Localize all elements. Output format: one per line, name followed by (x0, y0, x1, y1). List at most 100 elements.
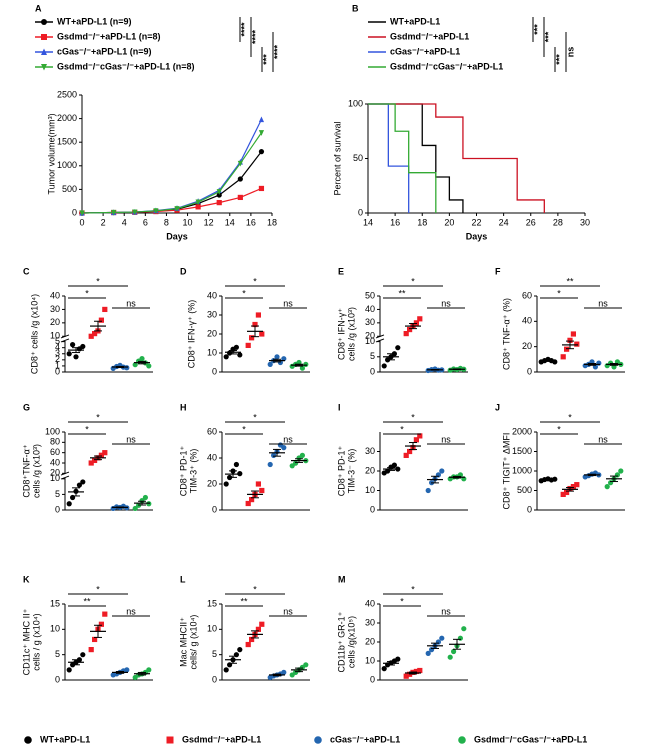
y-axis-label: CD8⁺ TIGIT⁺ ΔMFI (501, 433, 511, 510)
marker (146, 501, 152, 507)
y-tick-label: 2500 (57, 89, 77, 99)
significance-label: * (557, 424, 561, 434)
y-tick-label: 20 (522, 341, 532, 351)
y-axis-label: CD11b⁺ GR-1⁺ (336, 611, 346, 672)
marker (255, 481, 261, 487)
marker (79, 210, 85, 217)
marker (249, 636, 255, 643)
marker (245, 342, 251, 348)
y-tick-label: 40 (207, 290, 217, 300)
panel-letter: G (23, 402, 30, 412)
y-tick-label: 30 (365, 617, 375, 627)
marker (255, 626, 261, 632)
marker (223, 481, 229, 487)
x-tick-label: 10 (183, 217, 193, 227)
axis-break (60, 334, 70, 339)
axis-break (60, 475, 70, 480)
x-axis-label: Days (166, 231, 188, 241)
legend-marker (458, 736, 466, 744)
y-tick-label: 10 (365, 336, 375, 346)
marker (139, 356, 145, 362)
y-axis-label: Mac MHCII⁺ (178, 617, 188, 667)
marker (417, 667, 423, 674)
y-tick-label: 10 (50, 473, 60, 483)
marker (92, 330, 98, 337)
marker (66, 667, 72, 673)
marker (245, 500, 251, 507)
y-tick-label: 30 (207, 309, 217, 319)
legend-label: Gsdmd⁻/⁻cGas⁻/⁻+aPD-L1 (n=8) (57, 61, 195, 71)
y-tick-label: 20 (207, 328, 217, 338)
marker (237, 352, 243, 358)
x-tick-label: 26 (526, 217, 536, 227)
y-tick-label: 0 (212, 674, 217, 684)
significance-label: * (568, 412, 572, 422)
marker (174, 206, 180, 212)
marker (407, 326, 413, 333)
x-tick-label: 18 (267, 217, 277, 227)
significance-label: * (557, 288, 561, 298)
marker (385, 468, 391, 474)
marker (425, 487, 431, 494)
significance-label: * (253, 412, 257, 422)
axis-break (376, 336, 384, 341)
marker (98, 317, 104, 323)
panel-letter: C (23, 266, 30, 276)
legend-label: WT+aPD-L1 (40, 734, 90, 744)
marker (88, 647, 94, 653)
significance-label: ns (283, 434, 293, 444)
marker (98, 452, 104, 458)
marker (237, 160, 243, 167)
significance-label: * (242, 424, 246, 434)
marker (299, 365, 305, 371)
survival-curve (368, 103, 410, 213)
y-tick-label: 5 (212, 649, 217, 659)
significance-label: * (411, 276, 415, 286)
legend-label: Gsdmd⁻/⁻cGas⁻/⁻+aPD-L1 (474, 734, 587, 744)
marker (407, 448, 413, 455)
panel-letter: E (338, 266, 344, 276)
marker (570, 331, 576, 337)
significance-label: *** (532, 24, 542, 35)
y-tick-label: 10 (207, 347, 217, 357)
marker (132, 505, 138, 512)
marker (457, 635, 463, 641)
series-line (81, 132, 262, 214)
marker (255, 312, 261, 318)
significance-label: * (85, 288, 89, 298)
marker (299, 452, 305, 458)
panel-letter: B (352, 3, 359, 13)
y-tick-label: 1500 (57, 137, 77, 147)
y-tick-label: 0 (370, 366, 375, 376)
significance-label: * (96, 412, 100, 422)
marker (102, 611, 108, 617)
marker (281, 445, 287, 451)
significance-label: **** (272, 45, 282, 60)
y-tick-label: 30 (365, 446, 375, 456)
legend-label: Gsdmd⁻/⁻+aPD-L1 (182, 734, 261, 744)
marker (259, 331, 265, 337)
marker (223, 667, 229, 673)
marker (132, 362, 138, 368)
y-tick-label: 0 (55, 366, 60, 376)
marker (608, 480, 614, 486)
marker (381, 363, 387, 369)
y-tick-label: 10 (365, 485, 375, 495)
significance-label: ns (441, 606, 451, 616)
marker (281, 669, 287, 676)
legend-label: cGas⁻/⁻+aPD-L1 (330, 734, 400, 744)
survival-curve (368, 103, 437, 213)
y-tick-label: 40 (365, 598, 375, 608)
marker (413, 437, 419, 443)
marker (570, 484, 576, 490)
marker (92, 636, 98, 643)
marker (258, 116, 265, 123)
y-tick-label: 60 (522, 290, 532, 300)
marker (66, 351, 72, 357)
significance-label: ns (598, 434, 608, 444)
panel-letter: M (338, 574, 346, 584)
significance-label: * (242, 288, 246, 298)
marker (98, 621, 104, 627)
marker (80, 479, 86, 485)
y-tick-label: 20 (365, 465, 375, 475)
